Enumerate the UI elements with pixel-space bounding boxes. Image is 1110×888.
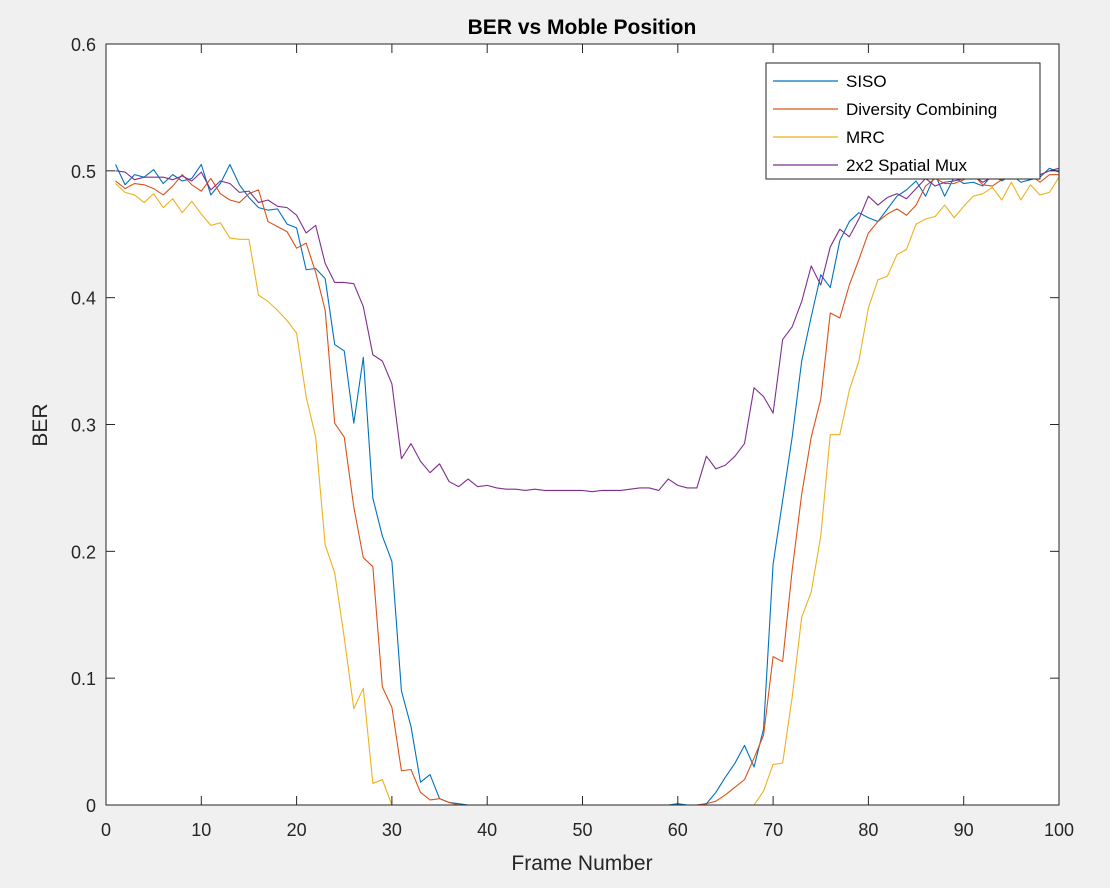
legend-entries: SISO Diversity Combining MRC 2x2 Spatial Mu… [773, 72, 997, 175]
x-tick-label: 0 [101, 820, 111, 840]
legend-label: MRC [846, 128, 885, 147]
x-axis-label: Frame Number [511, 852, 652, 875]
x-tick-label: 80 [858, 820, 878, 840]
y-tick-label: 0.5 [71, 162, 96, 182]
legend-box [765, 62, 1041, 180]
y-tick-label: 0.6 [71, 35, 96, 55]
y-tick-label: 0 [86, 796, 96, 816]
chart-title: BER vs Moble Position [468, 16, 697, 39]
series-line-2x2-spatial-mux [115, 167, 1060, 493]
legend-label: Diversity Combining [846, 100, 997, 119]
legend: SISO Diversity Combining MRC 2x2 Spatial Mu… [765, 62, 1041, 180]
axis-ticks-layer: 0 10 20 30 40 50 60 70 80 90 100 0 0.1 0.2 0.3 0.4 0.5 0.… [71, 35, 1074, 840]
axes-box [105, 43, 1060, 806]
x-tick-label: 10 [191, 820, 211, 840]
legend-label: 2x2 Spatial Mux [846, 156, 967, 175]
x-tick-label: 60 [668, 820, 688, 840]
x-tick-label: 70 [763, 820, 783, 840]
x-tick-label: 90 [954, 820, 974, 840]
y-axis-label: BER [29, 403, 52, 446]
x-tick-label: 40 [477, 820, 497, 840]
y-tick-label: 0.1 [71, 669, 96, 689]
x-tick-label: 30 [382, 820, 402, 840]
x-tick-label: 20 [287, 820, 307, 840]
y-tick-label: 0.4 [71, 289, 96, 309]
y-tick-label: 0.3 [71, 416, 96, 436]
x-tick-label: 50 [572, 820, 592, 840]
legend-label: SISO [846, 72, 887, 91]
x-tick-label: 100 [1044, 820, 1074, 840]
y-tick-label: 0.2 [71, 542, 96, 562]
